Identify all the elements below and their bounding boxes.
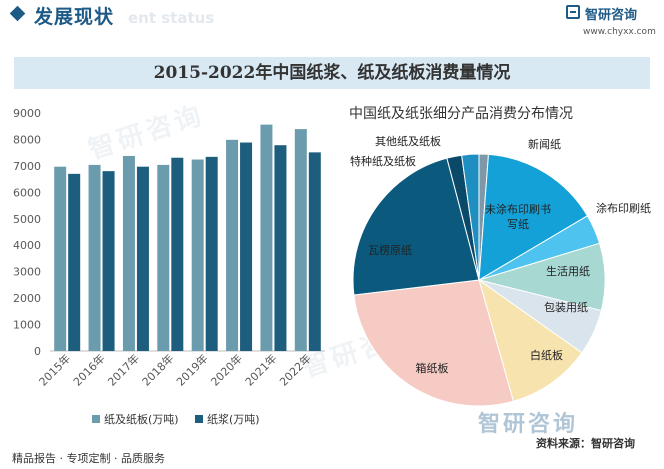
pie-slice — [461, 153, 480, 281]
pie-label: 箱纸板 — [416, 361, 449, 375]
bar — [136, 166, 149, 351]
section-title: 发展现状 — [34, 6, 115, 28]
pie-slice — [478, 278, 583, 402]
pie-label: 特种纸及纸板 — [350, 154, 416, 168]
section-subtitle: ent status — [128, 9, 215, 27]
pie-label: 生活用纸 — [546, 264, 590, 278]
y-tick-label: 8000 — [13, 133, 41, 146]
bottom-brand: 智研咨询 — [478, 412, 579, 437]
x-tick-label: 2015年 — [36, 351, 73, 388]
y-tick-label: 7000 — [13, 160, 41, 173]
bar — [157, 164, 170, 351]
bar — [122, 155, 135, 351]
pie-label: 新闻纸 — [528, 137, 561, 151]
bar — [294, 129, 307, 351]
x-tick-label: 2017年 — [105, 351, 142, 388]
pie-slice — [353, 279, 515, 407]
pie-title: 中国纸及纸张细分产品消费分布情况 — [349, 106, 573, 122]
chart-title: 2015-2022年中国纸浆、纸及纸板消费量情况 — [153, 63, 511, 83]
y-tick-label: 9000 — [13, 107, 41, 120]
legend-swatch — [195, 415, 203, 423]
x-tick-label: 2018年 — [139, 351, 176, 388]
x-tick-label: 2020年 — [208, 351, 245, 388]
y-tick-label: 0 — [34, 345, 41, 358]
y-tick-label: 4000 — [13, 239, 41, 252]
header: 发展现状 ent status 智研咨询 www.chyxx.com — [0, 0, 664, 38]
bar — [240, 142, 253, 351]
pie-label: 瓦楞原纸 — [368, 243, 412, 257]
x-tick-label: 2016年 — [70, 351, 107, 388]
bar — [205, 156, 218, 351]
legend-label: 纸浆(万吨) — [207, 412, 260, 426]
legend-label: 纸及纸板(万吨) — [104, 412, 179, 426]
brand-icon — [566, 5, 580, 19]
bar — [226, 139, 239, 351]
pie-label: 包装用纸 — [544, 301, 588, 314]
footer-tagline: 精品报告 · 专项定制 · 品质服务 — [12, 452, 165, 465]
bar — [54, 166, 67, 351]
pie-slice — [478, 153, 589, 281]
bar — [308, 152, 321, 351]
bar — [260, 124, 273, 351]
pie-label: 未涂布印刷书写纸 — [485, 202, 551, 231]
legend-swatch — [92, 415, 100, 423]
bar — [191, 159, 204, 351]
pie-slice — [352, 157, 480, 296]
bar — [274, 145, 287, 351]
bar — [88, 164, 101, 351]
bar — [171, 157, 184, 351]
title-bar: 2015-2022年中国纸浆、纸及纸板消费量情况 — [14, 57, 650, 89]
bar — [102, 171, 115, 351]
pie-label: 涂布印刷纸 — [596, 201, 651, 215]
bar — [68, 173, 81, 351]
x-tick-label: 2022年 — [276, 351, 313, 388]
x-tick-label: 2021年 — [242, 351, 279, 388]
y-tick-label: 3000 — [13, 266, 41, 279]
y-tick-label: 2000 — [13, 292, 41, 305]
y-tick-label: 6000 — [13, 186, 41, 199]
brand-name: 智研咨询 — [585, 8, 638, 23]
brand-url: www.chyxx.com — [583, 27, 656, 37]
y-tick-label: 1000 — [13, 319, 41, 332]
y-tick-label: 5000 — [13, 213, 41, 226]
pie-label: 其他纸及纸板 — [375, 134, 441, 148]
pie-label: 白纸板 — [530, 348, 563, 362]
source-note: 资料来源：智研咨询 — [536, 437, 635, 450]
x-tick-label: 2019年 — [173, 351, 210, 388]
